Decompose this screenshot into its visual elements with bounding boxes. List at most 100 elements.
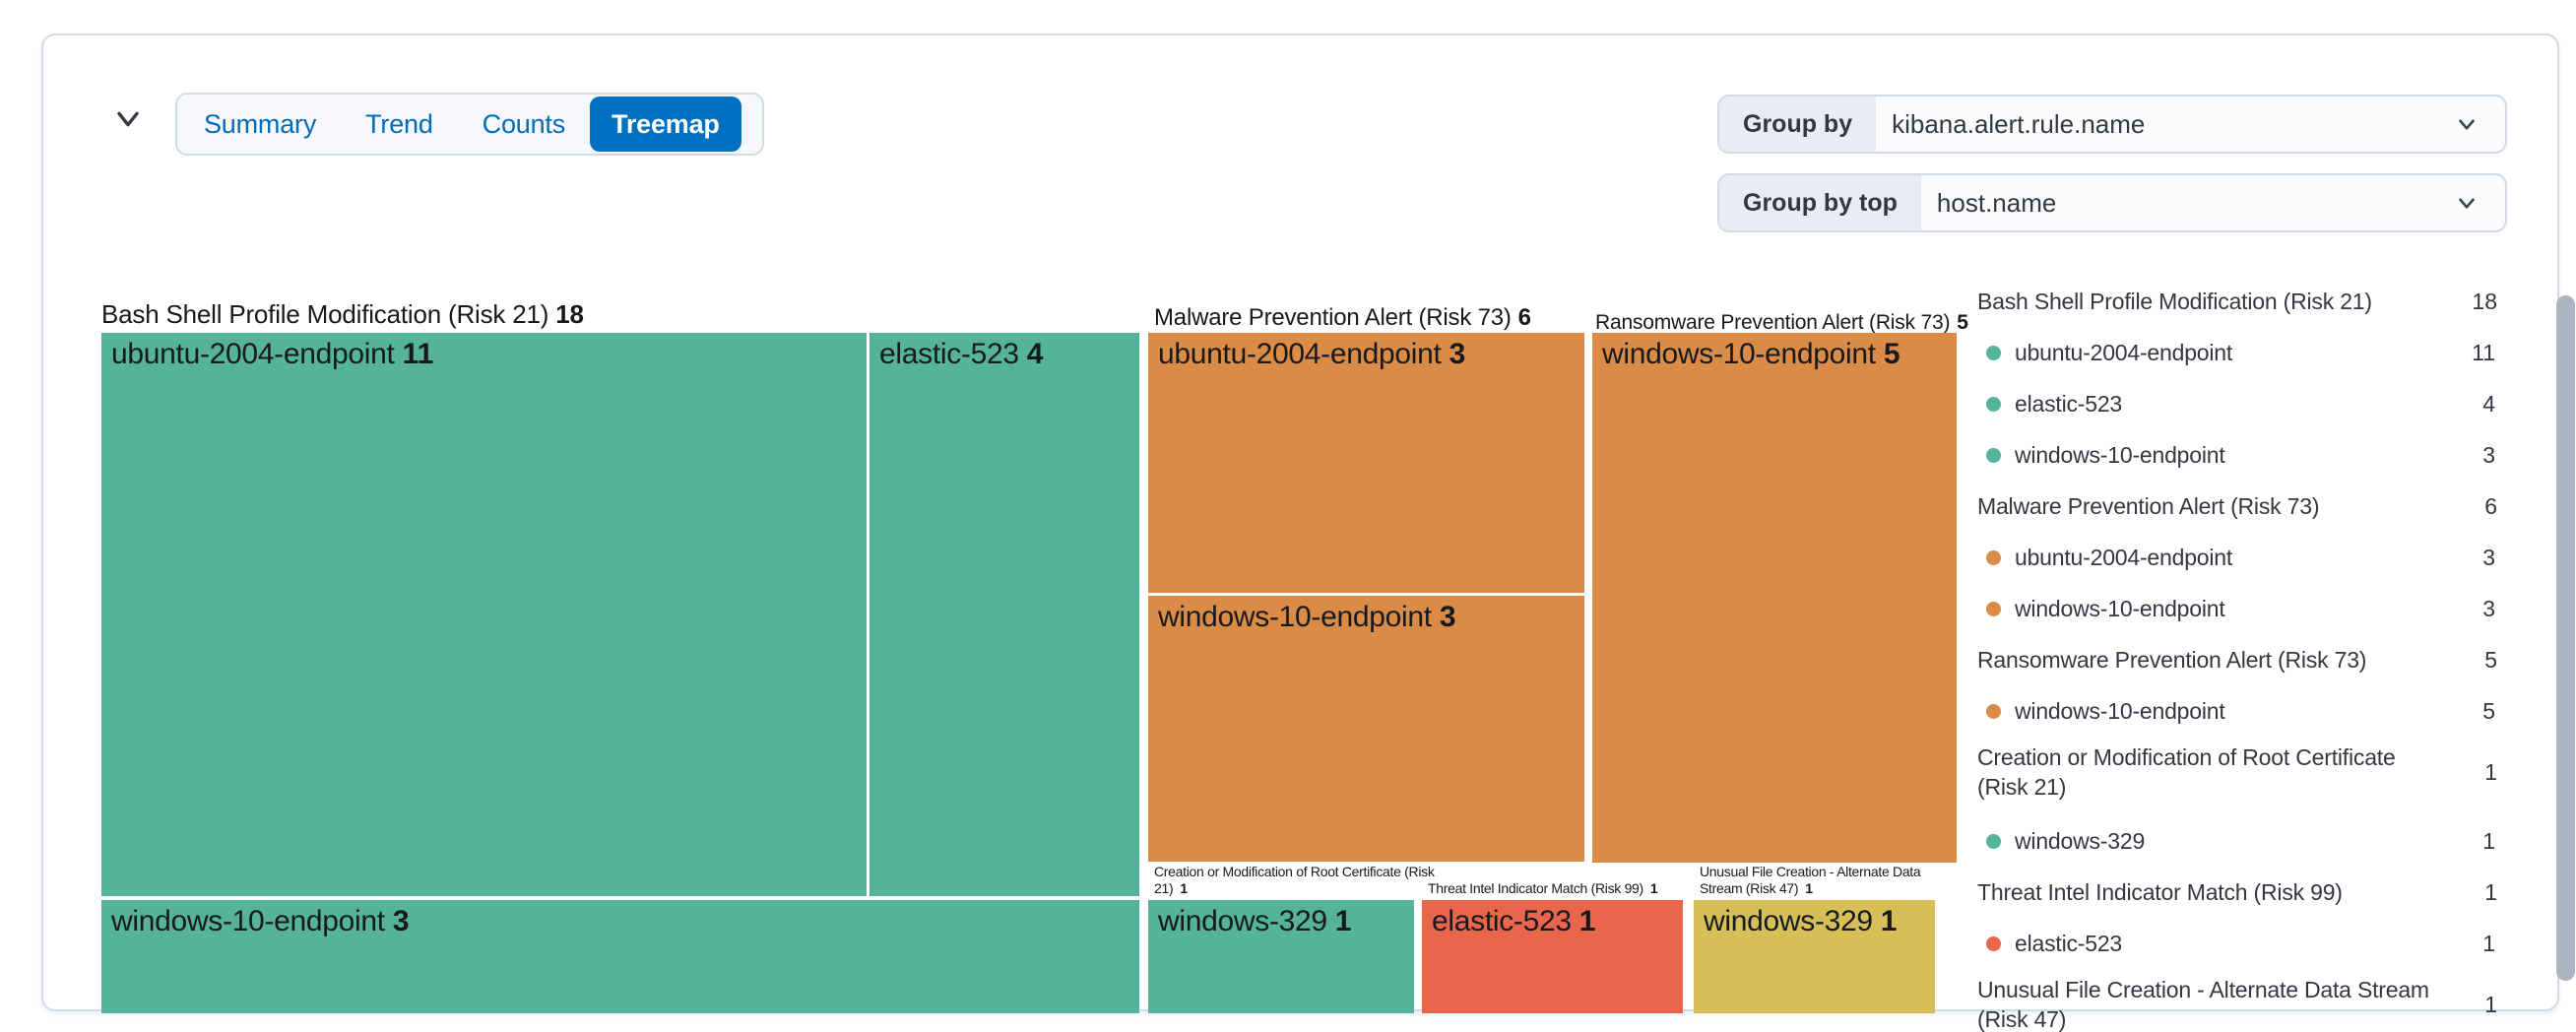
legend-item-row: windows-10-endpoint 3 bbox=[1977, 583, 2529, 634]
legend-value: 1 bbox=[2484, 991, 2497, 1017]
legend-value: 1 bbox=[2484, 758, 2497, 785]
treemap-group-label-text: Ransomware Prevention Alert (Risk 73) 5 bbox=[1595, 311, 1968, 334]
legend-value: 4 bbox=[2482, 390, 2495, 417]
treemap-cell-name: windows-10-endpoint bbox=[1602, 338, 1876, 370]
treemap-cell-value: 1 bbox=[1334, 905, 1352, 937]
legend-label: windows-10-endpoint bbox=[2015, 596, 2225, 621]
treemap-cell-name: elastic-523 bbox=[1432, 905, 1572, 937]
alerts-treemap-panel: Summary Trend Counts Treemap Group by ki… bbox=[41, 33, 2575, 1032]
treemap-cell-name: elastic-523 bbox=[879, 338, 1019, 370]
treemap-legend: Bash Shell Profile Modification (Risk 21… bbox=[1977, 276, 2529, 1032]
treemap-group-name: Threat Intel Indicator Match (Risk 99) bbox=[1428, 880, 1643, 896]
legend-group-row: Unusual File Creation - Alternate Data S… bbox=[1977, 969, 2529, 1032]
legend-label: windows-10-endpoint bbox=[2015, 698, 2225, 724]
treemap-group-name: Bash Shell Profile Modification (Risk 21… bbox=[101, 299, 549, 329]
legend-group-row: Bash Shell Profile Modification (Risk 21… bbox=[1977, 276, 2529, 327]
legend-item-row: ubuntu-2004-endpoint 11 bbox=[1977, 327, 2529, 378]
treemap-group-label: Bash Shell Profile Modification (Risk 21… bbox=[101, 299, 584, 330]
group-by-top-prepend-label: Group by top bbox=[1719, 175, 1921, 230]
legend-label: elastic-523 bbox=[2015, 931, 2123, 956]
treemap-cell-name: windows-329 bbox=[1158, 905, 1327, 937]
legend-label: ubuntu-2004-endpoint bbox=[2015, 545, 2233, 570]
legend-label: elastic-523 bbox=[2015, 391, 2123, 417]
treemap-cell-value: 3 bbox=[1439, 601, 1456, 633]
legend-dot bbox=[1986, 345, 2001, 360]
treemap-cell[interactable]: windows-10-endpoint 3 bbox=[1148, 596, 1584, 862]
treemap-cell[interactable]: windows-329 1 bbox=[1148, 900, 1414, 1013]
treemap-cell-value: 1 bbox=[1578, 905, 1596, 937]
treemap-cell-name: ubuntu-2004-endpoint bbox=[1158, 338, 1442, 370]
treemap-group-label: Creation or Modification of Root Certifi… bbox=[1154, 861, 1449, 897]
legend-dot bbox=[1986, 549, 2001, 565]
treemap-cell[interactable]: windows-329 1 bbox=[1694, 900, 1935, 1013]
legend-dot bbox=[1986, 601, 2001, 616]
group-by-value: kibana.alert.rule.name bbox=[1892, 108, 2146, 139]
view-mode-button-group: Summary Trend Counts Treemap bbox=[175, 93, 764, 156]
legend-item-row: windows-329 1 bbox=[1977, 815, 2529, 867]
legend-group-row: Threat Intel Indicator Match (Risk 99) 1 bbox=[1977, 867, 2529, 918]
legend-value: 1 bbox=[2484, 878, 2497, 905]
legend-group-row: Ransomware Prevention Alert (Risk 73) 5 bbox=[1977, 634, 2529, 685]
treemap-group-label-text: Threat Intel Indicator Match (Risk 99) 1 bbox=[1428, 880, 1692, 897]
treemap-cell[interactable]: windows-10-endpoint 5 bbox=[1592, 333, 1957, 863]
legend-dot bbox=[1986, 935, 2001, 951]
legend-value: 5 bbox=[2482, 697, 2495, 724]
legend-value: 18 bbox=[2472, 288, 2497, 314]
treemap-group-count: 1 bbox=[1649, 880, 1658, 896]
treemap-cell[interactable]: ubuntu-2004-endpoint 11 bbox=[101, 333, 867, 896]
group-by-top-value: host.name bbox=[1936, 187, 2057, 218]
legend-group-row: Creation or Modification of Root Certifi… bbox=[1977, 737, 2529, 807]
group-by-select[interactable]: Group by kibana.alert.rule.name bbox=[1717, 95, 2507, 154]
treemap-cell[interactable]: ubuntu-2004-endpoint 3 bbox=[1148, 333, 1584, 593]
treemap-group-label-text: Bash Shell Profile Modification (Risk 21… bbox=[101, 299, 584, 329]
treemap-cell-value: 3 bbox=[1449, 338, 1466, 370]
treemap-cell[interactable]: windows-10-endpoint 3 bbox=[101, 900, 1139, 1013]
treemap-group-label: Unusual File Creation - Alternate Data S… bbox=[1700, 861, 1950, 897]
legend-value: 3 bbox=[2482, 595, 2495, 621]
legend-value: 1 bbox=[2482, 827, 2495, 854]
treemap-group-count: 5 bbox=[1957, 311, 1968, 334]
collapse-panel-button[interactable] bbox=[104, 97, 152, 142]
legend-dot bbox=[1986, 396, 2001, 412]
treemap-group-label: Threat Intel Indicator Match (Risk 99) 1 bbox=[1428, 861, 1692, 897]
treemap-group-name: Unusual File Creation - Alternate Data S… bbox=[1700, 864, 1921, 896]
treemap-group-name: Malware Prevention Alert (Risk 73) bbox=[1154, 304, 1512, 331]
treemap-group-count: 18 bbox=[555, 299, 584, 329]
tab-summary[interactable]: Summary bbox=[179, 95, 341, 154]
legend-label: Unusual File Creation - Alternate Data S… bbox=[1977, 977, 2429, 1032]
group-by-prepend-label: Group by bbox=[1719, 97, 1877, 152]
legend-label: Creation or Modification of Root Certifi… bbox=[1977, 744, 2396, 800]
legend-dot bbox=[1986, 447, 2001, 463]
legend-label: Malware Prevention Alert (Risk 73) bbox=[1977, 493, 2320, 519]
treemap-cell-name: ubuntu-2004-endpoint bbox=[111, 338, 395, 370]
legend-label: windows-329 bbox=[2015, 828, 2146, 854]
group-by-top-select[interactable]: Group by top host.name bbox=[1717, 173, 2507, 232]
treemap-group-count: 6 bbox=[1517, 304, 1531, 331]
legend-label: Bash Shell Profile Modification (Risk 21… bbox=[1977, 289, 2372, 314]
treemap-group-label: Ransomware Prevention Alert (Risk 73) 5 bbox=[1595, 311, 1968, 335]
treemap-cell-name: windows-10-endpoint bbox=[1158, 601, 1432, 633]
treemap-group-name: Creation or Modification of Root Certifi… bbox=[1154, 864, 1435, 896]
tab-counts[interactable]: Counts bbox=[458, 95, 590, 154]
treemap-cell-name: windows-10-endpoint bbox=[111, 905, 385, 937]
tab-treemap[interactable]: Treemap bbox=[590, 97, 741, 152]
chevron-down-icon bbox=[2459, 119, 2475, 130]
treemap-group-count: 1 bbox=[1805, 880, 1813, 896]
treemap-group-label: Malware Prevention Alert (Risk 73) 6 bbox=[1154, 304, 1531, 332]
legend-item-row: windows-10-endpoint 5 bbox=[1977, 685, 2529, 737]
treemap-cell[interactable]: elastic-523 1 bbox=[1422, 900, 1683, 1013]
legend-value: 1 bbox=[2482, 930, 2495, 956]
treemap-group-name: Ransomware Prevention Alert (Risk 73) bbox=[1595, 311, 1951, 334]
legend-label: Ransomware Prevention Alert (Risk 73) bbox=[1977, 647, 2367, 673]
legend-dot bbox=[1986, 703, 2001, 719]
legend-value: 6 bbox=[2484, 492, 2497, 519]
tab-trend[interactable]: Trend bbox=[341, 95, 458, 154]
legend-scrollbar-thumb[interactable] bbox=[2556, 295, 2575, 981]
treemap-cell[interactable]: elastic-523 4 bbox=[869, 333, 1139, 896]
legend-value: 5 bbox=[2484, 646, 2497, 673]
legend-value: 11 bbox=[2472, 339, 2495, 365]
legend-item-row: elastic-523 4 bbox=[1977, 378, 2529, 429]
treemap-cell-value: 11 bbox=[402, 338, 434, 370]
legend-item-row: windows-10-endpoint 3 bbox=[1977, 429, 2529, 481]
